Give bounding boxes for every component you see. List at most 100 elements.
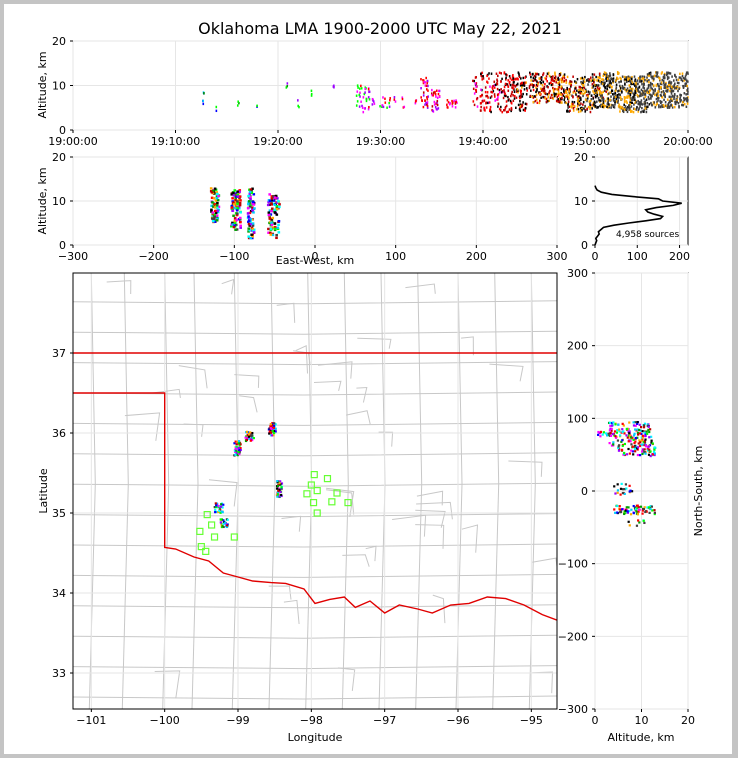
time-altitude-source (555, 81, 558, 84)
time-altitude-source (660, 82, 663, 86)
plan-view-source (233, 442, 236, 445)
time-altitude-source (359, 91, 361, 94)
time-altitude-source (602, 96, 605, 100)
time-altitude-source (570, 82, 572, 86)
east-west-source (211, 211, 215, 214)
time-altitude-source (634, 78, 637, 81)
altitude-north-south-source (610, 424, 614, 427)
plan-view-source (238, 444, 241, 447)
altitude-north-south-source (627, 520, 630, 523)
time-altitude-source (486, 94, 489, 98)
time-altitude-source (577, 107, 580, 111)
time-altitude-source (644, 89, 646, 93)
time-altitude-source (589, 101, 591, 105)
time-altitude-source (668, 106, 671, 109)
time-altitude-source (540, 81, 542, 85)
time-altitude-source (427, 95, 429, 98)
altitude-north-south-source (616, 439, 620, 442)
time-altitude-source (588, 92, 591, 95)
time-altitude-source (666, 98, 669, 101)
east-west-tick-label: −300 (58, 250, 88, 263)
time-altitude-source (667, 76, 670, 79)
north-south-ylabel: North-South, km (692, 446, 705, 537)
time-altitude-source (578, 88, 580, 92)
time-altitude-source (537, 73, 540, 76)
altitude-north-south-source (647, 445, 650, 448)
time-altitude-source (617, 99, 619, 102)
time-altitude-source (643, 75, 645, 78)
time-altitude-source (631, 81, 634, 84)
time-altitude-source (520, 105, 523, 108)
time-altitude-source (672, 79, 675, 82)
altitude-north-south-source (618, 508, 622, 511)
time-altitude-source (554, 71, 556, 74)
time-altitude-source (500, 88, 502, 91)
plan-view-source (214, 502, 217, 505)
east-west-source (237, 207, 241, 210)
altitude-north-south-source (621, 428, 624, 431)
time-altitude-source (565, 90, 568, 93)
time-altitude-source (474, 88, 477, 92)
time-altitude-source (624, 88, 626, 91)
plan-view-source (271, 422, 274, 426)
time-altitude-source (480, 88, 482, 91)
county-line (415, 273, 423, 709)
time-altitude-source (621, 75, 624, 78)
time-altitude-source (640, 80, 643, 83)
county-line (356, 386, 368, 403)
altitude-north-south-source (650, 505, 653, 508)
east-west-source (238, 189, 242, 192)
time-altitude-source (650, 75, 653, 78)
time-altitude-source (578, 95, 580, 98)
county-line (73, 330, 557, 335)
time-altitude-source (551, 93, 554, 97)
time-altitude-source (615, 83, 618, 86)
time-altitude-source (606, 87, 608, 91)
time-altitude-source (634, 83, 637, 86)
time-altitude-source (614, 89, 617, 92)
time-altitude-source (632, 98, 634, 101)
time-altitude-source (519, 106, 521, 109)
time-altitude-source (679, 93, 681, 97)
east-west-source (213, 206, 217, 209)
time-altitude-source (552, 88, 555, 92)
east-west-source (216, 192, 219, 196)
time-altitude-source (652, 84, 655, 87)
time-altitude-source (653, 78, 655, 81)
time-altitude-source (364, 91, 366, 94)
time-altitude-source (595, 84, 598, 87)
altitude-north-south-sources (596, 420, 657, 527)
plan-view-source (276, 493, 280, 496)
altitude-north-south-source (617, 449, 621, 452)
plan-view-source (238, 452, 241, 456)
altitude-north-south-source (618, 505, 621, 508)
east-west-source (217, 194, 220, 198)
time-altitude-source (581, 86, 583, 90)
time-altitude-source (489, 85, 491, 88)
time-altitude-source (592, 90, 594, 93)
plan-view-source (220, 503, 223, 506)
time-altitude-source (679, 96, 682, 99)
altitude-north-south-source (646, 423, 649, 426)
east-west-source (278, 205, 281, 209)
altitude-north-south-source (642, 424, 646, 427)
lma-station-marker (309, 499, 318, 507)
altitude-north-south-source (644, 438, 647, 441)
east-west-source (231, 221, 234, 225)
time-altitude-source (564, 101, 566, 104)
time-altitude-source (503, 89, 505, 92)
time-altitude-source (437, 107, 440, 110)
time-altitude-source (684, 77, 686, 81)
time-altitude-source (537, 83, 539, 86)
plan-view-source (215, 510, 218, 514)
time-altitude-source (557, 76, 559, 80)
time-altitude-source (310, 94, 313, 97)
time-altitude-source (628, 84, 631, 87)
time-altitude-source (623, 100, 626, 104)
time-altitude-source (641, 75, 644, 78)
time-altitude-source (474, 82, 477, 85)
altitude-north-south-source (632, 512, 635, 515)
east-west-source (239, 199, 242, 202)
east-west-source (232, 206, 236, 209)
time-altitude-source (367, 96, 370, 99)
